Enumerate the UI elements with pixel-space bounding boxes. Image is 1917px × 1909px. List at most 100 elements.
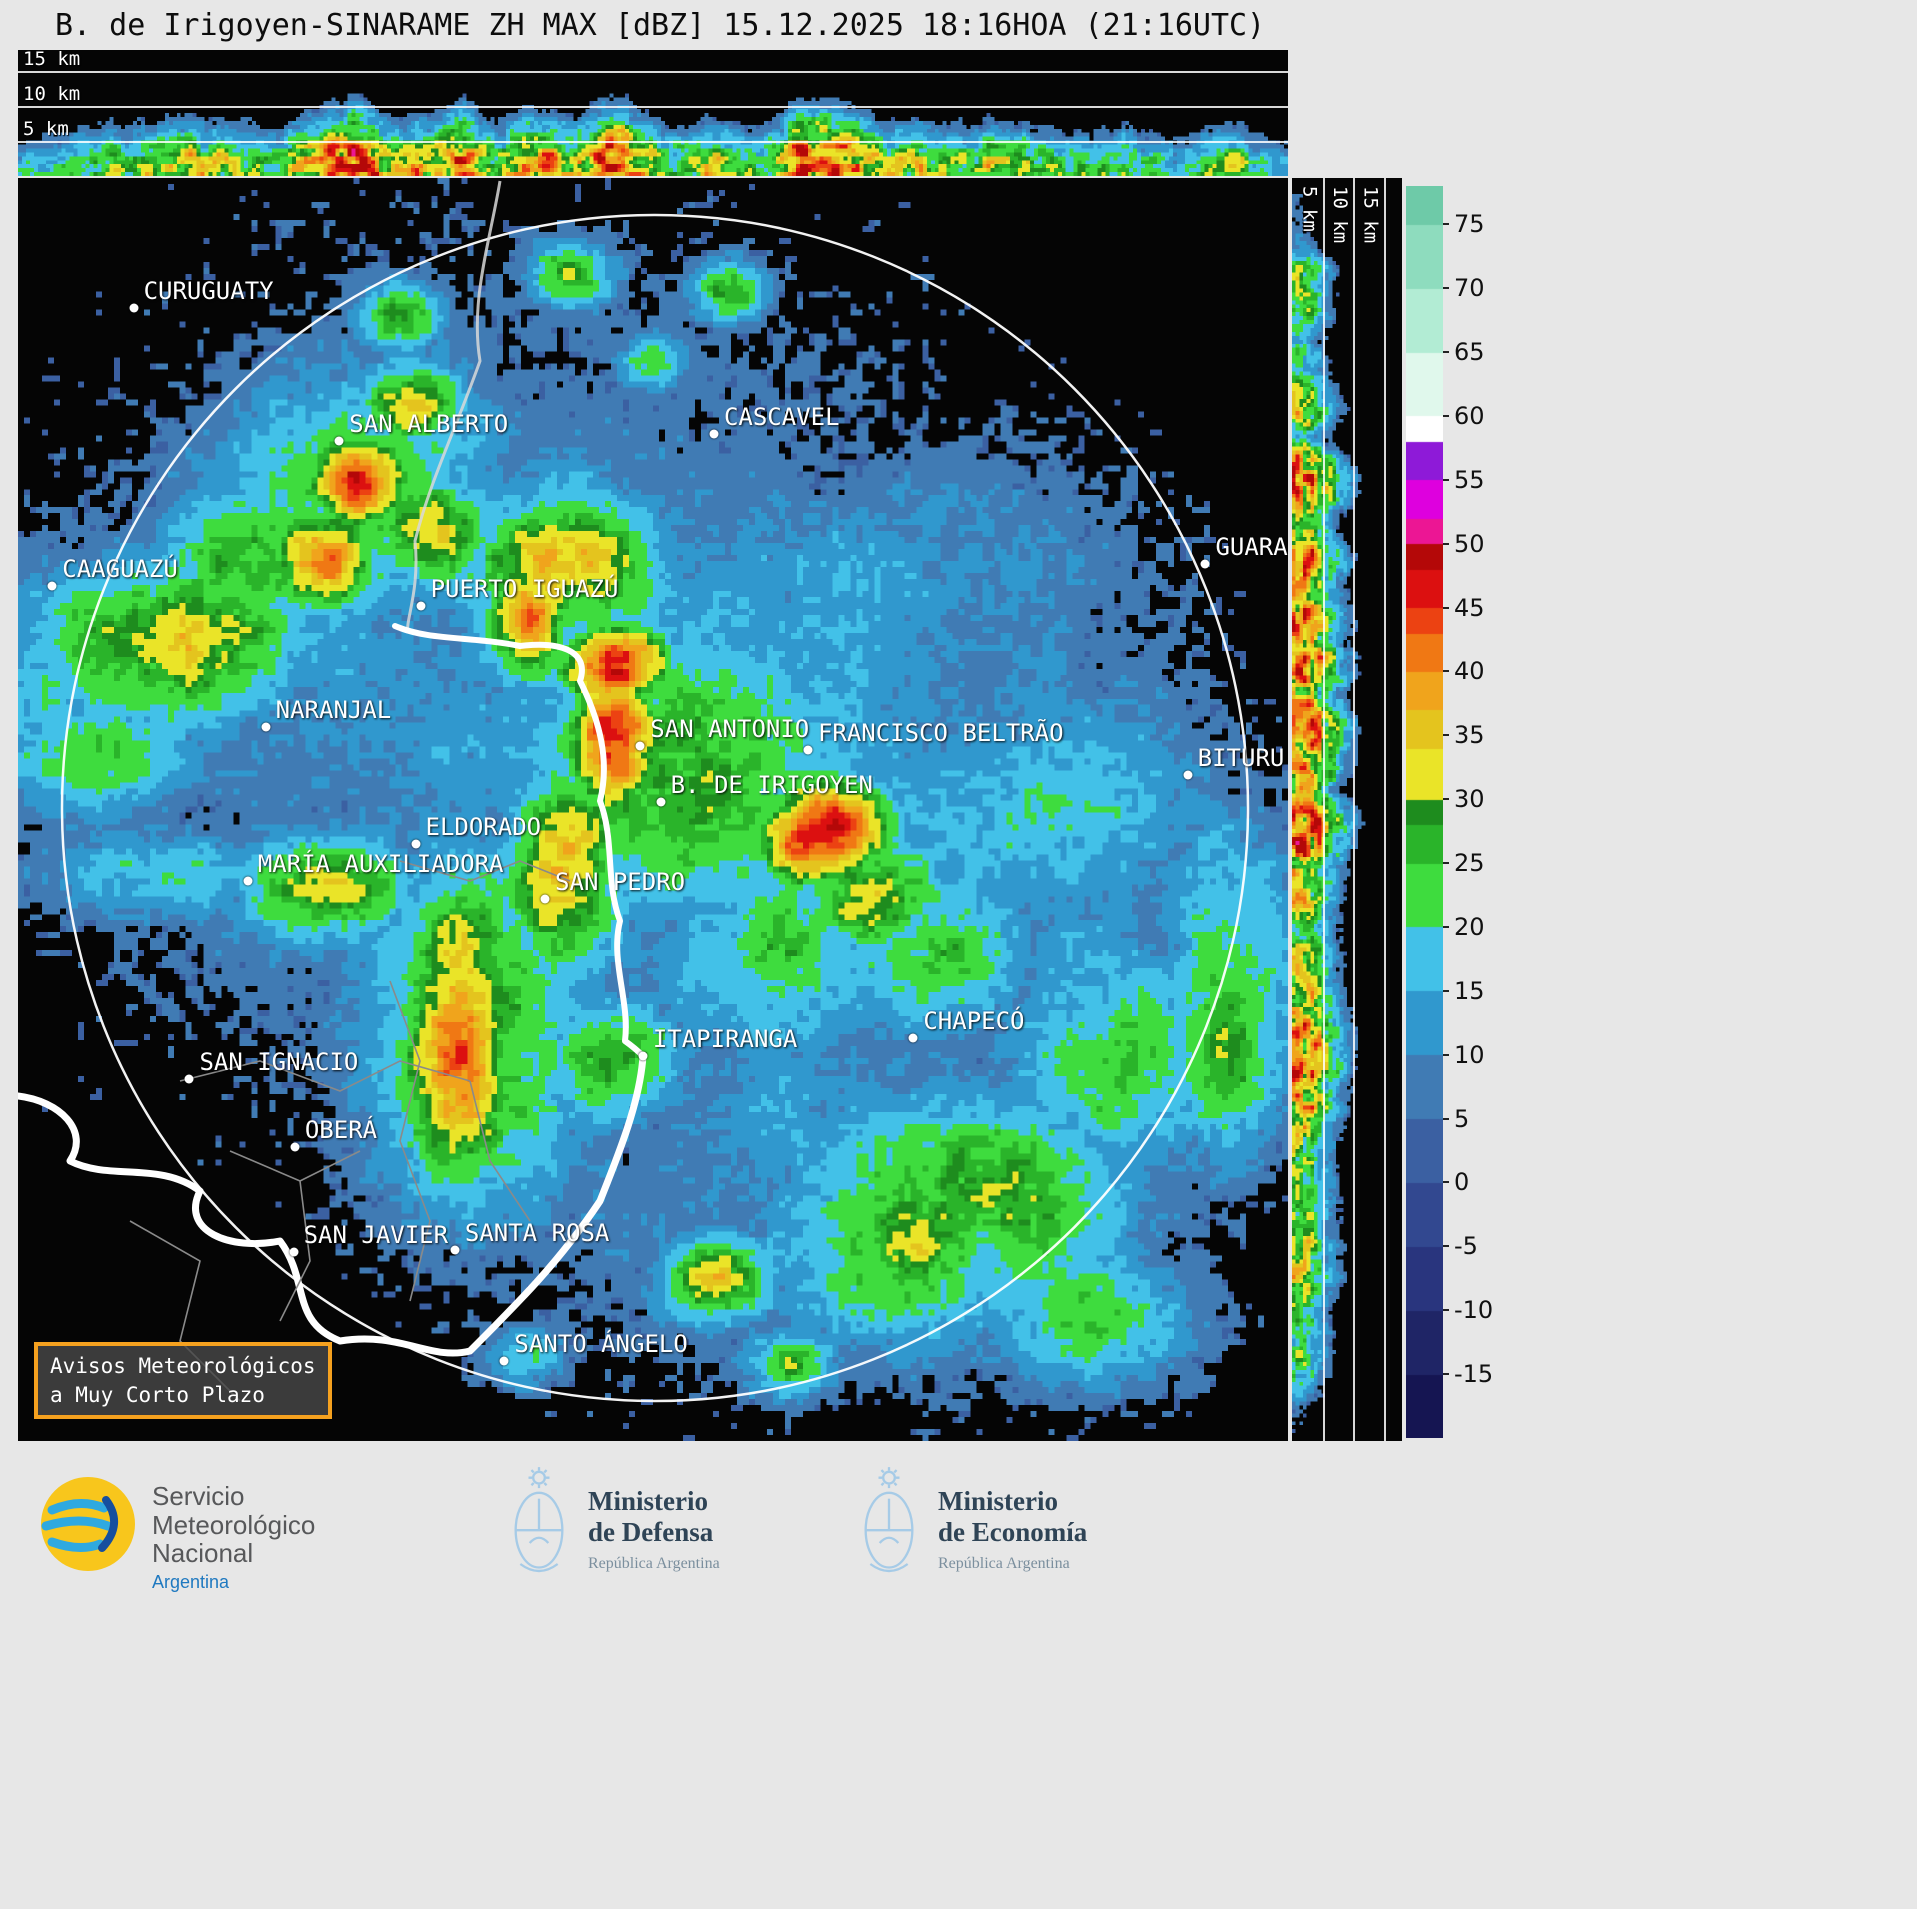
smn-country: Argentina	[152, 1571, 230, 1592]
economia-line-2: de Economía	[938, 1517, 1088, 1548]
top-profile-canvas	[18, 50, 1288, 176]
city-dot	[709, 429, 719, 439]
colorbar-tick	[1443, 542, 1449, 545]
colorbar-tick	[1443, 478, 1449, 481]
colorbar-tick	[1443, 989, 1449, 992]
colorbar-tick-label: 35	[1454, 721, 1485, 750]
city-dot	[290, 1142, 300, 1152]
admin-border-path	[469, 1080, 531, 1222]
height-gridline	[18, 106, 1288, 108]
city-dot	[289, 1247, 299, 1257]
city-label: ITAPIRANGA	[652, 1024, 798, 1053]
city-label: SAN ANTONIO	[650, 715, 810, 744]
colorbar-tick	[1443, 925, 1449, 928]
city-label: CURUGUATY	[143, 277, 274, 306]
city-label: PUERTO IGUAZÚ	[430, 575, 619, 604]
uruguay-river-path	[18, 1052, 647, 1357]
city-label: OBERÁ	[304, 1115, 378, 1144]
colorbar-tick	[1443, 862, 1449, 865]
city-dot	[416, 601, 426, 611]
city-label: SANTA ROSA	[464, 1219, 610, 1248]
city-dot	[1183, 770, 1193, 780]
colorbar-tick-label: 30	[1454, 785, 1485, 814]
city-dot	[411, 839, 420, 849]
colorbar-tick	[1443, 287, 1449, 290]
city-label: CAAGUAZÚ	[62, 554, 178, 583]
economia-line-3: República Argentina	[938, 1555, 1070, 1573]
city-dot	[47, 581, 57, 591]
colorbar-tick-label: 0	[1454, 1168, 1470, 1197]
city-dot	[540, 894, 550, 904]
colorbar-tick	[1443, 1373, 1449, 1376]
radar-map-panel: CURUGUATY SAN ALBERTO CASCAVEL CAAGUAZÚ GUAR…	[18, 178, 1288, 1441]
side-height-gridline	[1322, 178, 1325, 1441]
city-dot	[1200, 559, 1210, 569]
admin-border-path	[389, 980, 431, 1302]
colorbar-tick	[1443, 1053, 1449, 1056]
city-label: NARANJAL	[275, 696, 392, 725]
smn-title: Servicio Meteorológico Nacional Argentin…	[152, 1482, 315, 1593]
city-dot	[261, 722, 271, 732]
colorbar-tick-label: 5	[1454, 1104, 1470, 1133]
colorbar-tick-label: 60	[1454, 401, 1485, 430]
colorbar: 75 70 65 60 55 50 45 40 35 30 25 20 15 10 5 0 -5 -10 -15	[1406, 186, 1493, 1438]
coat-of-arms-icon	[514, 1467, 564, 1573]
colorbar-canvas	[1406, 186, 1443, 1438]
colorbar-tick	[1443, 1245, 1449, 1248]
smn-line-1: Servicio	[152, 1481, 245, 1511]
city-label: FRANCISCO BELTRÃO	[817, 719, 1064, 748]
colorbar-tick	[1443, 1181, 1449, 1184]
city-dot	[908, 1033, 918, 1043]
smn-line-3: Nacional	[152, 1538, 254, 1569]
smn-logo-icon	[41, 1477, 135, 1571]
colorbar-tick-label: 20	[1454, 912, 1485, 941]
city-dot	[803, 745, 813, 755]
side-height-gridline	[1383, 178, 1386, 1441]
city-label: SANTO ÁNGELO	[514, 1330, 688, 1359]
side-height-gridline	[1353, 178, 1356, 1441]
range-ring	[60, 213, 1250, 1403]
city-dot	[184, 1074, 194, 1084]
border-river-path	[392, 623, 646, 1059]
economia-line-1: Ministerio	[938, 1486, 1058, 1516]
warning-line-1: Avisos Meteorológicos	[50, 1354, 316, 1379]
admin-border-path	[179, 1060, 471, 1092]
colorbar-tick-label: 70	[1454, 274, 1485, 303]
height-label: 5 km	[23, 118, 69, 140]
city-dot	[638, 1051, 648, 1061]
colorbar-tick	[1443, 351, 1449, 354]
city-dot	[656, 797, 666, 807]
side-cross-section-panel: 5 km 10 km 15 km	[1292, 178, 1402, 1441]
geo-overlay	[18, 180, 1250, 1403]
product-title: B. de Irigoyen-SINARAME ZH MAX [dBZ] 15.…	[55, 8, 1266, 43]
side-height-label: 10 km	[1329, 186, 1352, 244]
defensa-line-2: de Defensa	[588, 1517, 714, 1548]
colorbar-tick-label: -10	[1454, 1296, 1494, 1325]
admin-borders	[129, 860, 571, 1402]
colorbar-tick	[1443, 670, 1449, 673]
city-label: SAN PEDRO	[555, 868, 686, 897]
city-layer: CURUGUATY SAN ALBERTO CASCAVEL CAAGUAZÚ GUAR…	[18, 178, 1288, 1441]
city-dot	[450, 1245, 460, 1255]
side-height-label: 15 km	[1359, 186, 1382, 244]
colorbar-tick	[1443, 734, 1449, 737]
coat-of-arms-icon	[864, 1467, 914, 1573]
colorbar-tick-label: 15	[1454, 976, 1485, 1005]
city-dot	[499, 1356, 509, 1366]
defensa-line-1: Ministerio	[588, 1486, 708, 1516]
warning-box[interactable]: Avisos Meteorológicos a Muy Corto Plazo	[34, 1342, 332, 1419]
city-label: ELDORADO	[425, 812, 542, 841]
height-label: 10 km	[23, 83, 81, 105]
colorbar-tick-label: 45	[1454, 593, 1485, 622]
city-label: B. DE IRIGOYEN	[670, 770, 873, 799]
river-thin-path	[406, 180, 502, 634]
colorbar-tick-label: 40	[1454, 657, 1485, 686]
ministry-defensa-title: Ministerio de Defensa República Argentin…	[588, 1486, 720, 1573]
colorbar-tick	[1443, 414, 1449, 417]
city-dot	[129, 303, 139, 313]
height-gridline	[18, 71, 1288, 73]
city-label: BITURU	[1197, 744, 1285, 773]
colorbar-tick	[1443, 1309, 1449, 1312]
colorbar-tick-label: 55	[1454, 465, 1485, 494]
colorbar-tick-label: 75	[1454, 210, 1485, 239]
